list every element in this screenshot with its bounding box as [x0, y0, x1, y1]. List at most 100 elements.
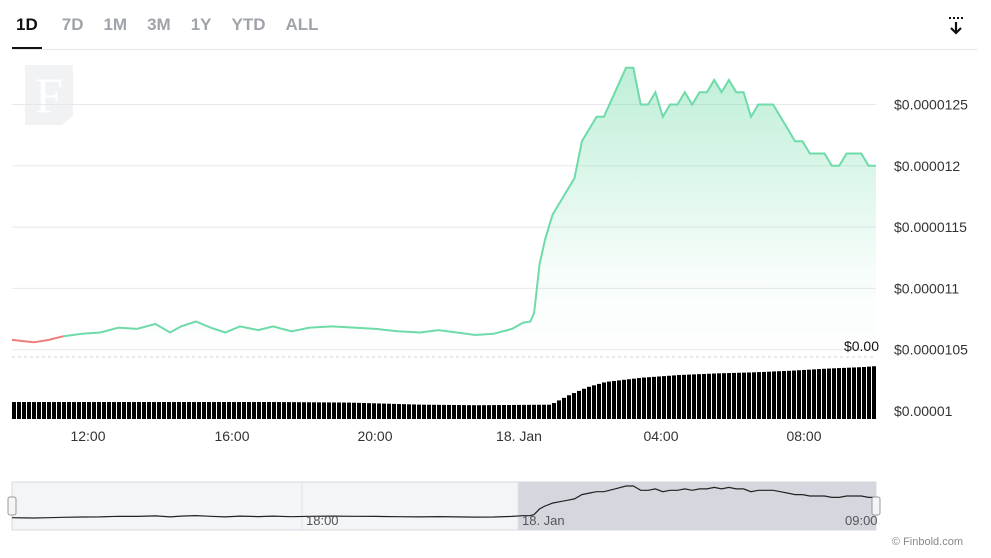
tab-1y[interactable]: 1Y: [190, 15, 212, 34]
volume-bar: [197, 402, 201, 419]
volume-bar: [282, 402, 286, 419]
volume-bar: [97, 402, 101, 419]
volume-bar: [562, 397, 566, 419]
volume-bar: [667, 375, 671, 419]
volume-bar: [547, 404, 551, 419]
navigator[interactable]: 18:00 18. Jan 09:00: [7, 481, 881, 531]
volume-bar: [337, 402, 341, 419]
volume-bar: [147, 402, 151, 419]
volume-bar: [872, 366, 876, 419]
volume-bar: [712, 373, 716, 419]
x-tick-label: 16:00: [214, 428, 249, 444]
volume-bar: [142, 402, 146, 419]
volume-bar: [792, 370, 796, 419]
volume-bar: [672, 375, 676, 419]
volume-bar: [247, 402, 251, 419]
volume-bar: [192, 402, 196, 419]
volume-bar: [307, 402, 311, 419]
navigator-right-handle[interactable]: [871, 496, 881, 516]
volume-bar: [112, 402, 116, 419]
volume-bar: [422, 404, 426, 419]
x-tick-label: 20:00: [357, 428, 392, 444]
volume-bar: [822, 368, 826, 419]
volume-bar: [722, 373, 726, 419]
tab-all[interactable]: ALL: [285, 15, 319, 34]
volume-bar: [72, 402, 76, 419]
volume-bar: [357, 402, 361, 419]
tab-1m[interactable]: 1M: [103, 15, 128, 34]
volume-bar: [417, 404, 421, 419]
price-line-down: [11, 335, 64, 344]
volume-bar: [742, 372, 746, 419]
tab-1d[interactable]: 1D: [12, 0, 42, 50]
volume-bar: [527, 404, 531, 419]
volume-bar: [682, 374, 686, 419]
volume-bar: [272, 402, 276, 419]
volume-bar: [817, 369, 821, 419]
download-icon: [949, 17, 963, 35]
credit-text: © Finbold.com: [892, 536, 963, 548]
volume-bar: [762, 371, 766, 419]
volume-bar: [257, 402, 261, 419]
volume-bar: [867, 366, 871, 419]
volume-bar: [617, 380, 621, 419]
volume-bar: [852, 367, 856, 419]
volume-bar: [447, 404, 451, 419]
volume-bar: [612, 380, 616, 419]
volume-bar: [677, 375, 681, 419]
volume-bar: [502, 405, 506, 419]
volume-bar: [342, 402, 346, 419]
x-tick-label: 08:00: [786, 428, 821, 444]
volume-bar: [847, 367, 851, 419]
volume-bar: [167, 402, 171, 419]
x-tick-label: 12:00: [70, 428, 105, 444]
volume-bar: [372, 403, 376, 419]
volume-bar: [172, 402, 176, 419]
volume-bar: [532, 404, 536, 419]
volume-value-label: $0.00: [844, 338, 879, 354]
navigator-selection[interactable]: [518, 482, 876, 530]
volume-bar: [522, 404, 526, 419]
download-button[interactable]: [944, 14, 968, 38]
range-tabs: 1D 7D 1M 3M 1Y YTD ALL: [12, 0, 339, 50]
volume-bar: [62, 402, 66, 419]
volume-bar: [252, 402, 256, 419]
volume-bar: [287, 402, 291, 419]
volume-bar: [697, 374, 701, 419]
volume-bar: [497, 405, 501, 419]
volume-bar: [302, 402, 306, 419]
volume-bar: [297, 402, 301, 419]
volume-bar: [642, 377, 646, 419]
volume-bar: [607, 381, 611, 419]
y-tick-label: $0.0000125: [894, 97, 968, 113]
volume-bar: [632, 378, 636, 419]
volume-bar: [367, 403, 371, 419]
volume-bar: [317, 402, 321, 419]
volume-bar: [392, 403, 396, 419]
tab-ytd[interactable]: YTD: [231, 15, 266, 34]
tabs-divider: [12, 49, 977, 50]
volume-bar: [162, 402, 166, 419]
volume-bar: [387, 403, 391, 419]
volume-bar: [857, 367, 861, 419]
volume-bar: [487, 405, 491, 419]
volume-bar: [592, 385, 596, 419]
volume-bar: [262, 402, 266, 419]
tab-3m[interactable]: 3M: [147, 15, 171, 34]
volume-bar: [137, 402, 141, 419]
volume-bar: [332, 402, 336, 419]
volume-bar: [797, 370, 801, 419]
tab-7d[interactable]: 7D: [61, 15, 84, 34]
y-tick-label: $0.0000115: [894, 219, 967, 235]
volume-bar: [212, 402, 216, 419]
volume-bar: [457, 405, 461, 419]
volume-bar: [587, 386, 591, 419]
volume-bar: [407, 404, 411, 419]
volume-bar: [482, 405, 486, 419]
volume-bar: [292, 402, 296, 419]
volume-bar: [442, 404, 446, 419]
navigator-left-handle[interactable]: [7, 496, 17, 516]
y-tick-label: $0.00001: [894, 403, 953, 419]
volume-bar: [22, 402, 26, 419]
